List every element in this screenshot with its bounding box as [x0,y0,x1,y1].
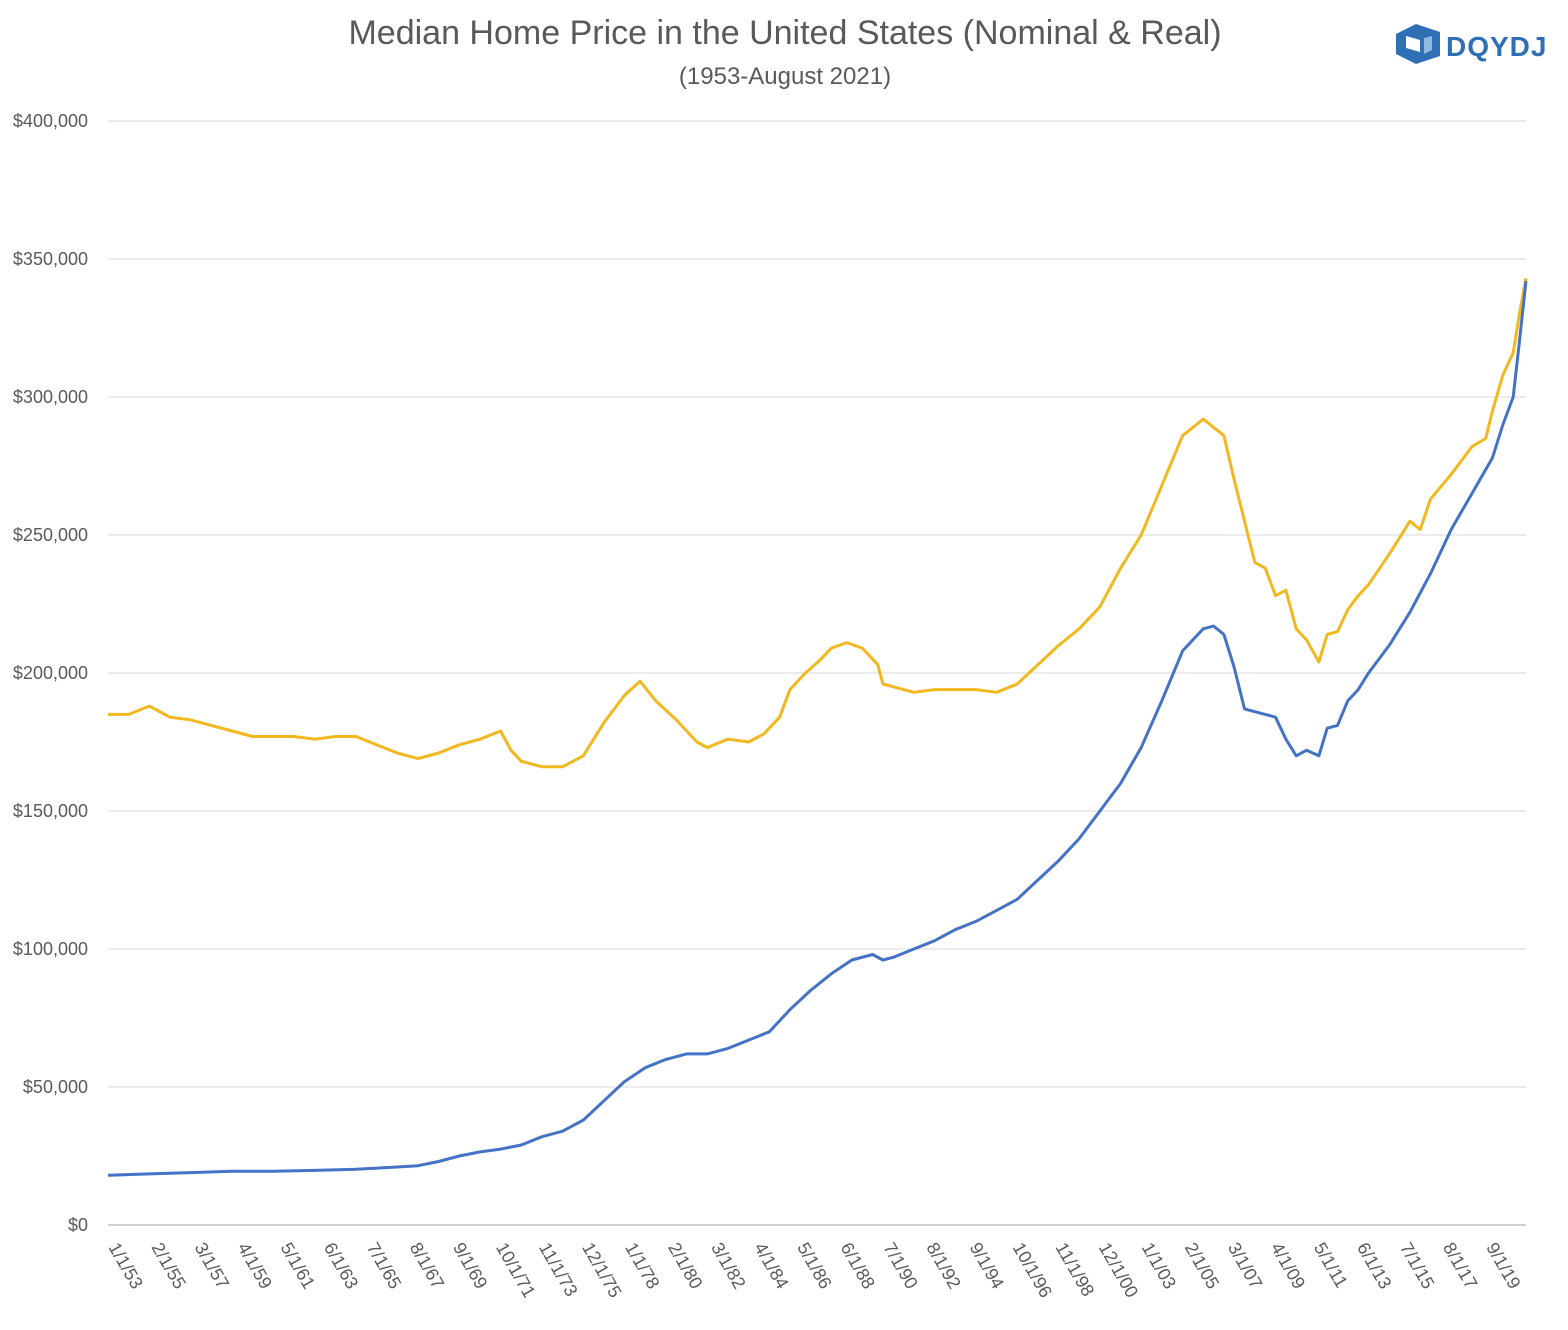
x-tick-label: 4/1/59 [234,1239,276,1292]
x-tick-label: 10/1/71 [492,1239,539,1301]
y-tick-label: $100,000 [13,939,88,959]
x-tick-label: 6/1/63 [320,1239,362,1292]
chart-subtitle: (1953-August 2021) [679,63,891,90]
x-tick-label: 6/1/88 [836,1239,878,1292]
x-tick-label: 8/1/67 [406,1239,448,1292]
x-tick-label: 9/1/94 [966,1239,1008,1292]
brand-logo: DQYDJ [1396,24,1547,64]
x-tick-label: 5/1/11 [1310,1239,1352,1291]
y-tick-label: $50,000 [23,1077,88,1097]
x-tick-label: 2/1/80 [664,1239,706,1292]
y-tick-label: $300,000 [13,387,88,407]
series-lines [107,278,1528,1177]
x-axis-tick-labels: 1/1/53 2/1/55 3/1/57 4/1/59 5/1/61 6/1/63 7/1/… [105,1239,1525,1301]
x-tick-label: 7/1/65 [363,1239,405,1292]
x-tick-label: 11/1/73 [535,1239,582,1300]
chart-title: Median Home Price in the United States (… [348,14,1221,52]
y-axis-tick-labels: $0 $50,000 $100,000 $150,000 $200,000 $250,00… [13,111,88,1235]
x-tick-label: 8/1/92 [922,1239,964,1292]
x-tick-label: 6/1/13 [1353,1239,1395,1292]
y-tick-label: $200,000 [13,663,88,683]
x-tick-label: 8/1/17 [1439,1239,1481,1292]
x-tick-label: 3/1/07 [1224,1239,1266,1292]
gridlines [108,120,1526,1088]
y-tick-label: $0 [68,1215,88,1235]
x-tick-label: 12/1/00 [1095,1239,1142,1301]
x-tick-label: 5/1/86 [793,1239,835,1292]
series-line-blue [107,280,1528,1177]
x-tick-label: 1/1/53 [105,1239,147,1292]
x-tick-label: 4/1/84 [750,1239,792,1292]
x-tick-label: 5/1/61 [277,1239,319,1292]
x-tick-label: 12/1/75 [578,1239,625,1301]
dqydj-logo-icon [1396,24,1440,64]
x-tick-label: 3/1/82 [707,1239,749,1292]
x-tick-label: 11/1/98 [1052,1239,1099,1300]
x-tick-label: 2/1/05 [1181,1239,1223,1292]
series-line-gold [108,278,1528,769]
x-tick-label: 2/1/55 [148,1239,190,1292]
x-tick-label: 9/1/69 [449,1239,491,1292]
y-tick-label: $350,000 [13,249,88,269]
y-tick-label: $250,000 [13,525,88,545]
x-tick-label: 9/1/19 [1482,1239,1524,1292]
x-tick-label: 10/1/96 [1009,1239,1056,1301]
x-tick-label: 4/1/09 [1267,1239,1309,1292]
x-tick-label: 7/1/15 [1396,1239,1438,1292]
y-tick-label: $400,000 [13,111,88,131]
x-tick-label: 3/1/57 [191,1239,233,1292]
x-tick-label: 1/1/03 [1138,1239,1180,1292]
y-tick-label: $150,000 [13,801,88,821]
x-tick-label: 7/1/90 [879,1239,921,1292]
x-tick-label: 1/1/78 [621,1239,663,1292]
brand-name: DQYDJ [1446,31,1547,62]
